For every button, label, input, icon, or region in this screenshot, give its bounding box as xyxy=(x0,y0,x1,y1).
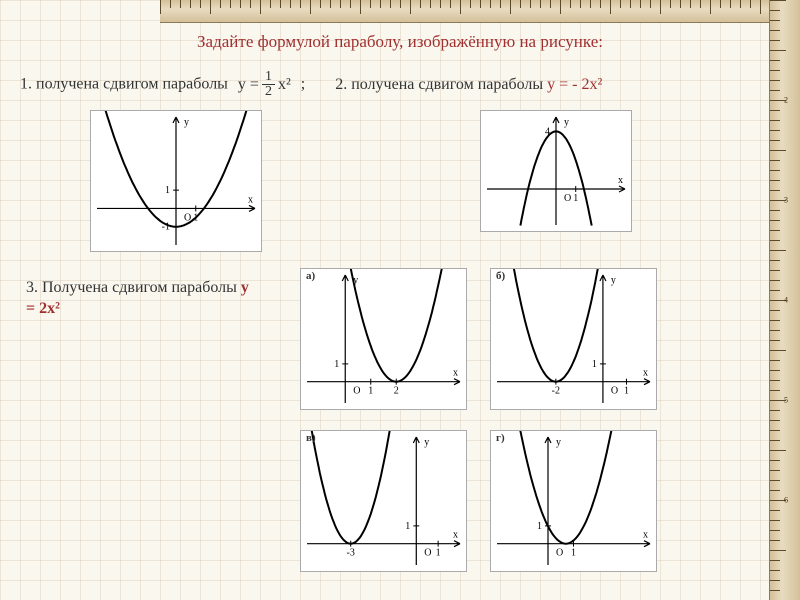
figure-task-2: 14Oxy xyxy=(480,110,632,232)
svg-text:y: y xyxy=(424,437,429,448)
vertical-ruler: 23456 xyxy=(769,0,800,600)
panel-label-a: а) xyxy=(306,270,315,282)
svg-text:x: x xyxy=(643,530,648,541)
svg-text:x: x xyxy=(453,530,458,541)
svg-text:y: y xyxy=(184,117,189,128)
svg-text:O: O xyxy=(564,193,571,204)
svg-text:y: y xyxy=(556,437,561,448)
svg-text:1: 1 xyxy=(624,386,629,397)
svg-text:1: 1 xyxy=(573,193,578,204)
figure-task-3b: -211Oxy xyxy=(490,268,657,410)
svg-text:x: x xyxy=(643,368,648,379)
task-2-formula: y = - 2x² xyxy=(547,76,602,93)
svg-text:x: x xyxy=(453,368,458,379)
panel-label-b: б) xyxy=(496,270,505,282)
svg-text:1: 1 xyxy=(165,185,170,196)
svg-text:1: 1 xyxy=(405,521,410,532)
svg-text:1: 1 xyxy=(537,521,542,532)
tasks-line: 1. получена сдвигом параболы y = 1 2 x² … xyxy=(20,70,760,99)
panel-label-v: в) xyxy=(306,432,316,444)
task-3-text: 3. Получена сдвигом параболы y = 2x² xyxy=(26,278,256,320)
svg-text:1: 1 xyxy=(571,548,576,559)
svg-text:O: O xyxy=(424,548,431,559)
svg-text:x: x xyxy=(618,175,623,186)
svg-text:-2: -2 xyxy=(552,386,560,397)
svg-text:1: 1 xyxy=(334,359,339,370)
svg-text:O: O xyxy=(353,386,360,397)
svg-text:1: 1 xyxy=(592,359,597,370)
svg-text:2: 2 xyxy=(394,386,399,397)
svg-text:O: O xyxy=(556,548,563,559)
svg-text:-3: -3 xyxy=(347,548,355,559)
figure-task-3v: -311Oxy xyxy=(300,430,467,572)
horizontal-ruler xyxy=(160,0,770,23)
task-1-formula: y = 1 2 x² xyxy=(238,70,291,99)
task-2-text: 2. получена сдвигом параболы y = - 2x² xyxy=(335,76,602,94)
figure-task-3g: 11Oxy xyxy=(490,430,657,572)
task-1-text: 1. получена сдвигом параболы y = 1 2 x² … xyxy=(20,70,305,99)
svg-text:y: y xyxy=(611,275,616,286)
svg-text:y: y xyxy=(564,117,569,128)
figure-task-3a: 121Oxy xyxy=(300,268,467,410)
svg-text:x: x xyxy=(248,194,253,205)
exercise-title: Задайте формулой параболу, изображённую … xyxy=(60,32,740,52)
svg-text:O: O xyxy=(611,386,618,397)
svg-text:1: 1 xyxy=(436,548,441,559)
figure-task-1: 1-11Oxy xyxy=(90,110,262,252)
svg-text:1: 1 xyxy=(368,386,373,397)
panel-label-g: г) xyxy=(496,432,505,444)
slide-page: 23456 Задайте формулой параболу, изображ… xyxy=(0,0,800,600)
